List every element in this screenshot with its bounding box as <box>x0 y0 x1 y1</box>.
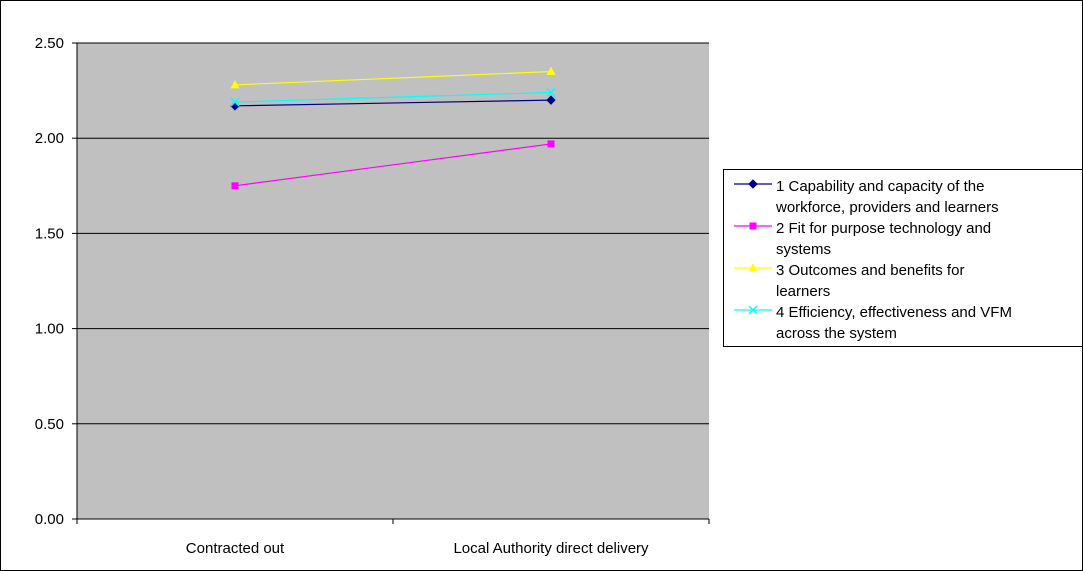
y-tick-label: 0.50 <box>35 416 64 433</box>
x-tick-labels: Contracted out Local Authority direct del… <box>186 540 649 557</box>
data-point <box>231 182 239 190</box>
data-point <box>230 97 240 107</box>
data-point <box>547 140 555 148</box>
x-tick-label: Local Authority direct delivery <box>453 540 649 557</box>
legend-label-line: 2 Fit for purpose technology and <box>776 220 992 237</box>
legend-label-line: 3 Outcomes and benefits for <box>776 262 965 279</box>
y-tick-label: 1.00 <box>35 321 64 338</box>
legend-label-line: 4 Efficiency, effectiveness and VFM <box>776 304 1012 321</box>
x-tick-label: Contracted out <box>186 540 285 557</box>
data-point <box>546 87 556 98</box>
axes <box>72 42 710 524</box>
series-lines <box>230 66 556 190</box>
gridlines <box>77 42 709 425</box>
legend: 1 Capability and capacity of the workforc… <box>723 169 1082 347</box>
series-line <box>234 99 552 107</box>
series-4 <box>230 87 556 107</box>
series-line <box>234 91 552 103</box>
legend-label-line: learners <box>776 283 831 300</box>
legend-label-line: 1 Capability and capacity of the <box>776 178 985 195</box>
data-point <box>546 66 556 76</box>
series-line <box>234 143 552 187</box>
legend-label: 2 Fit for purpose technology and systems <box>776 218 991 260</box>
legend-swatch <box>734 222 772 230</box>
legend-label: 1 Capability and capacity of the workforc… <box>776 176 999 218</box>
legend-marker <box>748 179 758 189</box>
y-tick-label: 2.50 <box>35 35 64 52</box>
y-tick-label: 1.50 <box>35 225 64 242</box>
legend-swatch <box>734 179 772 189</box>
data-point <box>546 95 556 105</box>
y-tick-label: 0.00 <box>35 511 64 528</box>
legend-swatch <box>734 263 772 272</box>
legend-label: 4 Efficiency, effectiveness and VFM acros… <box>776 302 1012 344</box>
series-2 <box>231 140 555 190</box>
legend-label: 3 Outcomes and benefits for learners <box>776 260 964 302</box>
legend-swatch <box>734 305 772 315</box>
legend-marker <box>748 263 758 272</box>
y-tick-label: 2.00 <box>35 130 64 147</box>
series-line <box>234 70 552 86</box>
series-1 <box>230 95 556 111</box>
series-3 <box>230 66 556 89</box>
legend-label-line: systems <box>776 241 832 258</box>
plot-area <box>77 43 709 519</box>
legend-marker <box>749 222 757 230</box>
legend-marker <box>748 305 758 315</box>
legend-label-line: workforce, providers and learners <box>776 199 999 216</box>
legend-label-line: across the system <box>776 325 897 342</box>
y-tick-labels: 0.00 0.50 1.00 1.50 2.00 2.50 <box>35 35 64 528</box>
data-point <box>230 79 240 89</box>
